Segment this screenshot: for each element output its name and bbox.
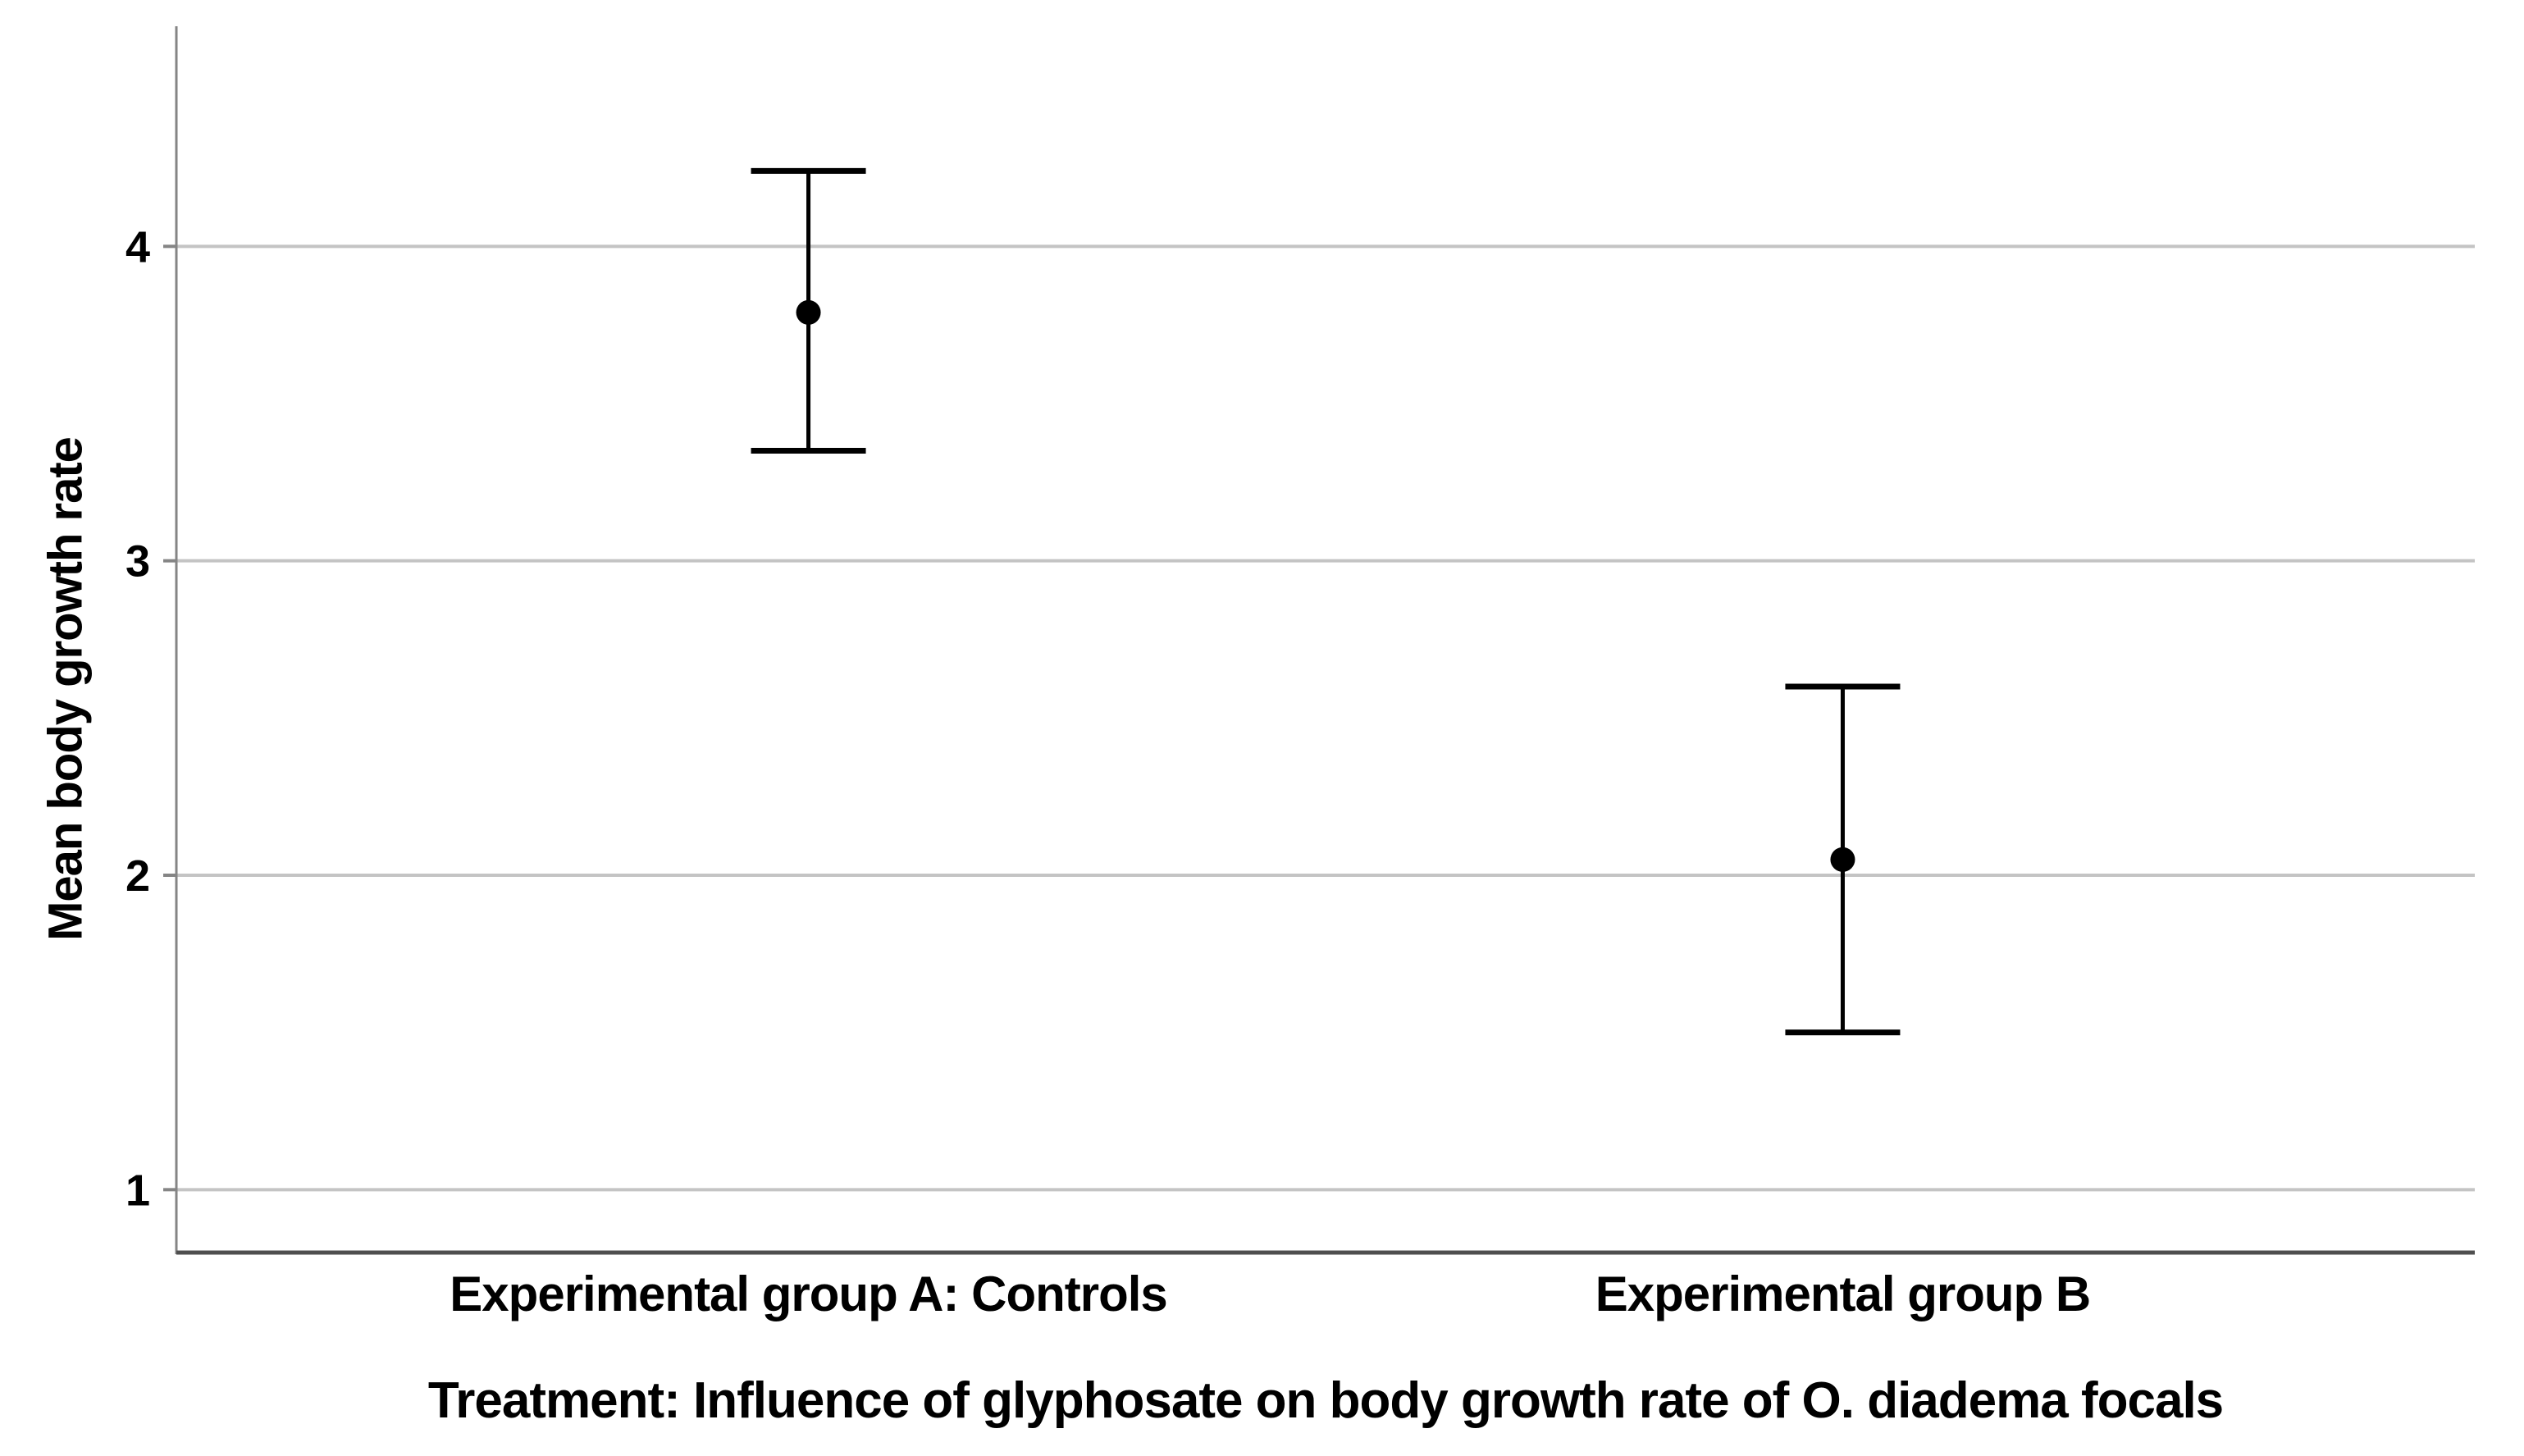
x-axis-title: Treatment: Influence of glyphosate on bo… xyxy=(427,1372,2224,1429)
y-tick-label-3: 3 xyxy=(126,537,150,587)
mean-marker-1 xyxy=(796,299,821,325)
x-category-label-1: Experimental group A: Controls xyxy=(450,1267,1167,1321)
mean-marker-2 xyxy=(1830,847,1855,872)
y-tick-label-4: 4 xyxy=(126,222,150,272)
y-tick-label-1: 1 xyxy=(126,1166,150,1215)
y-tick-label-2: 2 xyxy=(126,851,150,901)
x-category-label-2: Experimental group B xyxy=(1595,1267,2090,1321)
